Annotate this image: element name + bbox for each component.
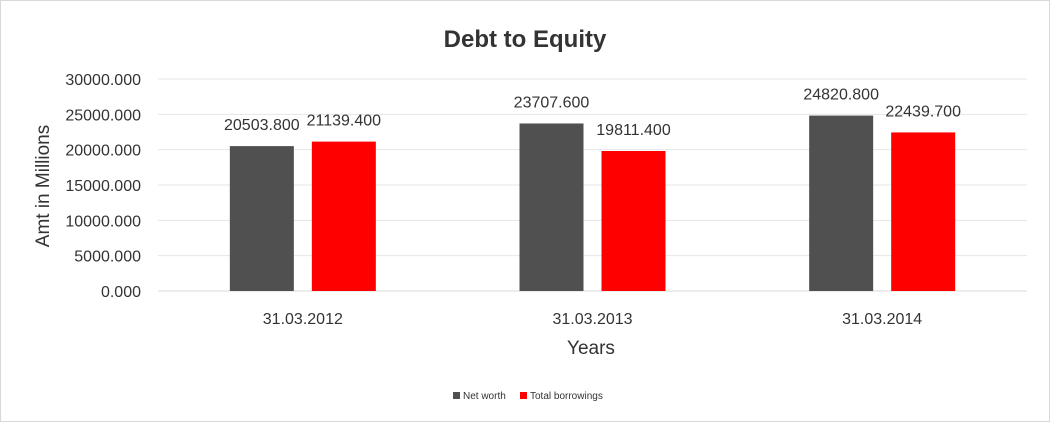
x-tick-label: 31.03.2014 [842,311,922,328]
x-tick-label: 31.03.2012 [263,311,343,328]
data-label: 23707.600 [514,94,590,111]
chart-title: Debt to Equity [444,26,607,53]
data-label: 21139.400 [307,113,382,130]
bar-total-borrowings [601,150,666,291]
bar-total-borrowings [311,141,376,291]
legend-swatch [453,392,460,399]
bar-net-worth [229,146,294,291]
y-tick-label: 5000.000 [74,249,141,266]
bars [229,115,956,292]
data-label: 22439.700 [885,103,961,120]
bar-net-worth [519,123,584,291]
bar-net-worth [809,115,874,292]
y-tick-label: 30000.000 [65,72,141,89]
legend-label: Total borrowings [530,391,603,402]
x-tick-label: 31.03.2013 [552,311,632,328]
data-label: 20503.800 [224,117,300,134]
y-tick-label: 10000.000 [65,213,141,230]
x-axis-title: Years [567,338,615,359]
legend: Net worth Total borrowings [453,391,603,402]
y-tick-label: 25000.000 [65,107,141,124]
bar-total-borrowings [891,132,956,291]
y-tick-label: 0.000 [101,284,141,301]
gridlines [158,78,1027,292]
legend-label: Net worth [463,391,506,402]
y-axis-ticks: 0.000 5000.000 10000.000 15000.000 20000.000… [65,72,141,301]
data-labels: 20503.800 21139.400 23707.600 19811.400 2482… [224,87,961,139]
data-label: 24820.800 [803,87,879,104]
data-label: 19811.400 [596,122,671,139]
legend-swatch [520,392,527,399]
y-tick-label: 15000.000 [65,178,141,195]
x-axis-ticks: 31.03.2012 31.03.2013 31.03.2014 [263,311,923,328]
y-axis-title: Amt in Millions [33,125,54,247]
y-tick-label: 20000.000 [65,143,141,160]
